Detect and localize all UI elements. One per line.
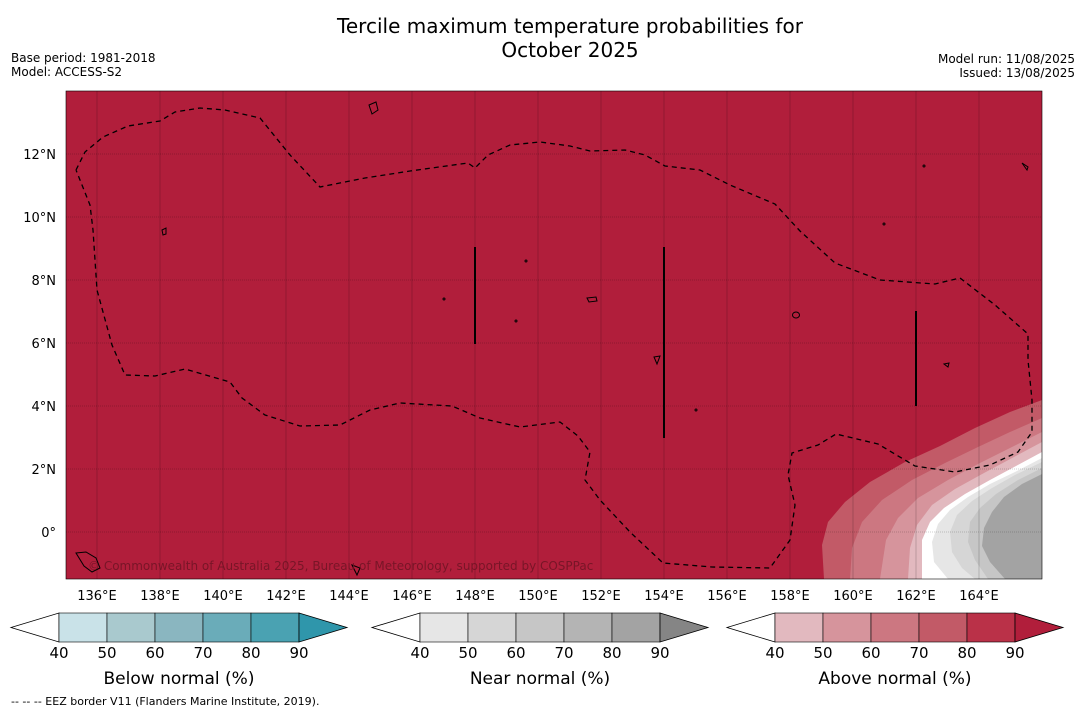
- colorbar-tick: 50: [97, 644, 116, 662]
- islands: [75, 101, 1029, 577]
- colorbar-tick: 40: [765, 644, 784, 662]
- colorbar-label: Near normal (%): [470, 669, 610, 689]
- colorbar-tick: 70: [909, 644, 928, 662]
- colorbar-1: 40 50 60 70 80 90 Below normal (%): [9, 612, 349, 689]
- title-line-1: Tercile maximum temperature probabilitie…: [337, 14, 803, 38]
- colorbar-segment: [467, 612, 517, 643]
- lat-label: 2°N: [32, 463, 57, 478]
- lon-label: 158°E: [770, 589, 810, 604]
- colorbar-2: 40 50 60 70 80 90 Near normal (%): [370, 612, 710, 689]
- colorbar-tick: 60: [145, 644, 164, 662]
- colorbar-tick: 80: [957, 644, 976, 662]
- map-frame: [65, 90, 1043, 580]
- lon-label: 140°E: [203, 589, 243, 604]
- colorbars: 40 50 60 70 80 90 Below normal (%) 40 50 60 70 80 90…: [9, 612, 1065, 689]
- map-title: Tercile maximum temperature probabilitie…: [0, 14, 1085, 62]
- lat-label: 12°N: [23, 148, 56, 163]
- colorbar-tick: 80: [241, 644, 260, 662]
- colorbar-tick: 70: [193, 644, 212, 662]
- contour-band-near-80: [982, 474, 1042, 579]
- colorbar-tick: 90: [289, 644, 308, 662]
- colorbar-tick: 80: [602, 644, 621, 662]
- colorbar-segment: [154, 612, 204, 643]
- base-period: Base period: 1981-2018: [11, 51, 156, 65]
- probability-contours: [822, 400, 1042, 579]
- colorbar-tick: 90: [1005, 644, 1024, 662]
- lon-label: 146°E: [392, 589, 432, 604]
- lon-label: 154°E: [644, 589, 684, 604]
- colorbar-tick: 40: [49, 644, 68, 662]
- colorbar-segment: [611, 612, 661, 643]
- lon-label: 152°E: [581, 589, 621, 604]
- lat-label: 8°N: [32, 274, 57, 289]
- meta-right: Model run: 11/08/2025 Issued: 13/08/2025: [938, 52, 1075, 80]
- colorbar-tick: 50: [813, 644, 832, 662]
- colorbar-extend-low: [9, 612, 60, 643]
- colorbar-segment: [870, 612, 920, 643]
- colorbar-segment: [106, 612, 156, 643]
- longitude-labels: 136°E 138°E 140°E 142°E 144°E 146°E 148°E 150°E…: [77, 589, 999, 604]
- title-line-2: October 2025: [501, 38, 639, 62]
- eez-border: [75, 107, 1033, 569]
- lon-label: 148°E: [455, 589, 495, 604]
- model-name: Model: ACCESS-S2: [11, 65, 123, 79]
- lat-label: 6°N: [32, 337, 57, 352]
- colorbar-segment: [202, 612, 252, 643]
- colorbar-segment: [515, 612, 565, 643]
- lon-label: 138°E: [140, 589, 180, 604]
- colorbar-label: Below normal (%): [104, 669, 255, 689]
- lat-label: 10°N: [23, 211, 56, 226]
- colorbar-label: Above normal (%): [818, 669, 971, 689]
- lon-label: 144°E: [329, 589, 369, 604]
- colorbar-tick: 60: [506, 644, 525, 662]
- colorbar-3: 40 50 60 70 80 90 Above normal (%): [725, 612, 1065, 689]
- lon-label: 160°E: [833, 589, 873, 604]
- colorbar-extend-high: [1014, 612, 1065, 643]
- lat-label: 0°: [41, 526, 56, 541]
- colorbar-segment: [774, 612, 824, 643]
- latitude-labels: 12°N 10°N 8°N 6°N 4°N 2°N 0°: [23, 148, 56, 541]
- colorbar-tick: 70: [554, 644, 573, 662]
- lon-label: 162°E: [896, 589, 936, 604]
- eez-footnote: -- -- -- EEZ border V11 (Flanders Marine…: [11, 695, 320, 708]
- colorbar-segment: [419, 612, 469, 643]
- colorbar-tick: 60: [861, 644, 880, 662]
- colorbar-tick: 90: [650, 644, 669, 662]
- issued-date: Issued: 13/08/2025: [959, 66, 1075, 80]
- map-area: [66, 91, 1042, 579]
- lon-label: 164°E: [959, 589, 999, 604]
- colorbar-segment: [966, 612, 1016, 643]
- colorbar-extend-low: [370, 612, 421, 643]
- lon-label: 150°E: [518, 589, 558, 604]
- colorbar-segment: [563, 612, 613, 643]
- colorbar-extend-low: [725, 612, 776, 643]
- copyright-notice: © Commonwealth of Australia 2025, Bureau…: [88, 559, 593, 573]
- model-run: Model run: 11/08/2025: [937, 52, 1075, 66]
- colorbar-segment: [918, 612, 968, 643]
- colorbar-extend-high: [659, 612, 710, 643]
- lon-label: 136°E: [77, 589, 117, 604]
- colorbar-tick: 50: [458, 644, 477, 662]
- colorbar-segment: [822, 612, 872, 643]
- colorbar-segment: [250, 612, 300, 643]
- graticule: [66, 91, 1042, 579]
- meta-left: Base period: 1981-2018 Model: ACCESS-S2: [11, 51, 156, 79]
- lat-label: 4°N: [32, 400, 57, 415]
- lon-label: 156°E: [707, 589, 747, 604]
- colorbar-segment: [58, 612, 108, 643]
- colorbar-extend-high: [298, 612, 349, 643]
- colorbar-tick: 40: [410, 644, 429, 662]
- lon-label: 142°E: [266, 589, 306, 604]
